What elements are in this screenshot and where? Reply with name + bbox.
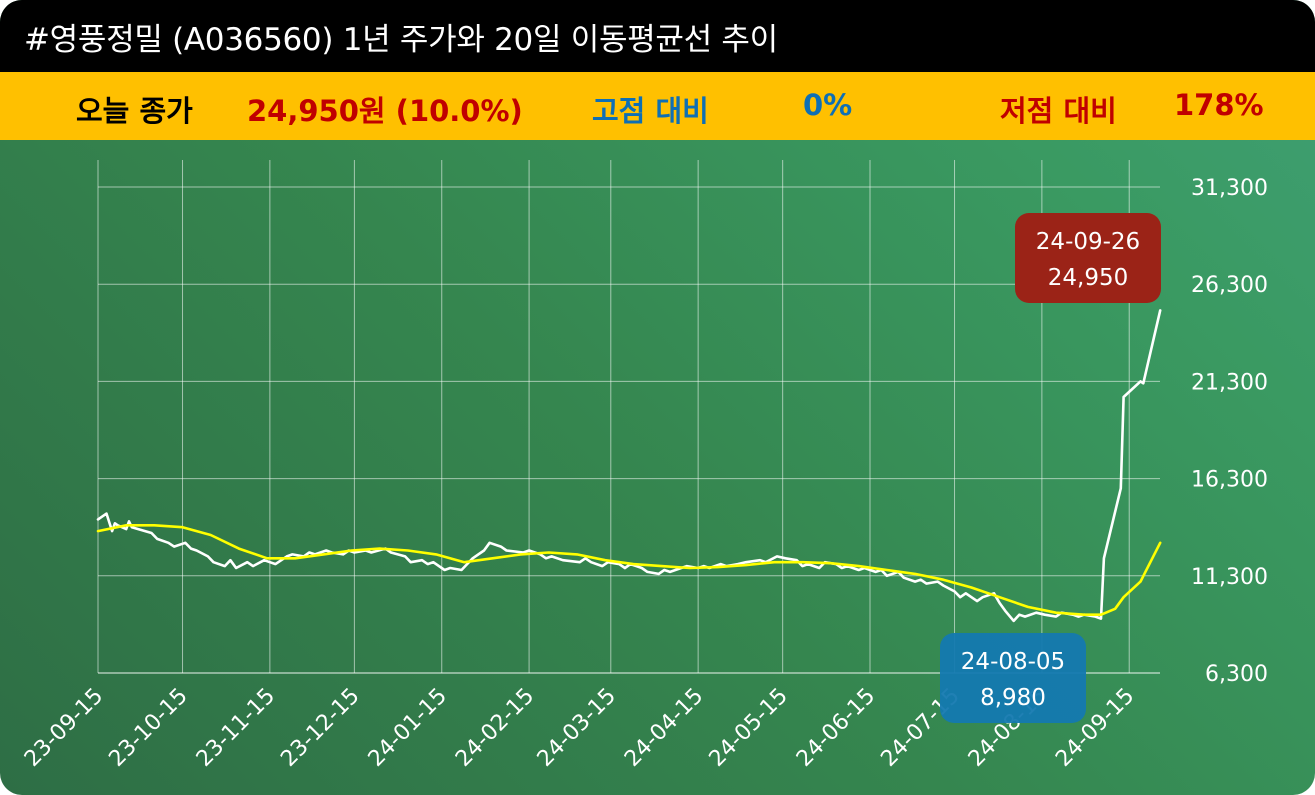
x-tick-label: 23-09-15: [20, 684, 108, 772]
line-chart: 31,300 26,300 21,300 16,300 11,300 6,300 23-0…: [20, 160, 1268, 772]
callout-box: [1015, 213, 1161, 303]
x-tick-label: 23-12-15: [276, 684, 364, 772]
close-price-value: 24,950원 (10.0%): [247, 94, 523, 128]
chart-callouts: 24-09-26 24,950 24-08-05 8,980: [940, 213, 1161, 723]
chart-lines: [96, 309, 1162, 623]
from-low-value: 178%: [1174, 88, 1264, 122]
x-tick-label: 24-03-15: [533, 684, 621, 772]
x-tick-label: 24-02-15: [451, 684, 539, 772]
x-tick-label: 24-05-15: [705, 684, 793, 772]
x-tick-label: 24-06-15: [792, 684, 880, 772]
y-tick-label: 16,300: [1191, 468, 1268, 493]
x-tick-label: 24-04-15: [620, 684, 708, 772]
callout-date: 24-09-26: [1036, 229, 1140, 255]
callout-value: 8,980: [980, 685, 1046, 711]
y-axis-ticks: 31,300 26,300 21,300 16,300 11,300 6,300: [1191, 176, 1268, 687]
from-high-label: 고점 대비: [592, 94, 709, 128]
x-tick-label: 23-10-15: [104, 684, 192, 772]
low-callout: 24-08-05 8,980: [940, 633, 1086, 723]
y-tick-label: 21,300: [1191, 370, 1268, 395]
ma20-line: [96, 524, 1162, 616]
price-line: [96, 309, 1162, 623]
callout-date: 24-08-05: [961, 649, 1065, 675]
y-tick-label: 31,300: [1191, 176, 1268, 201]
info-bar: 오늘 종가 24,950원 (10.0%) 고점 대비 0% 저점 대비 178…: [0, 72, 1315, 140]
x-tick-label: 24-01-15: [364, 684, 452, 772]
callout-box: [940, 633, 1086, 723]
x-tick-label: 23-11-15: [192, 684, 280, 772]
callout-value: 24,950: [1048, 265, 1128, 291]
from-low-label: 저점 대비: [1000, 94, 1117, 128]
from-high-value: 0%: [803, 88, 853, 122]
y-tick-label: 6,300: [1205, 662, 1268, 687]
chart-grid: [97, 160, 1160, 674]
title-bar: #영풍정밀 (A036560) 1년 주가와 20일 이동평균선 추이: [0, 0, 1315, 72]
y-tick-label: 11,300: [1191, 565, 1268, 590]
page-title: #영풍정밀 (A036560) 1년 주가와 20일 이동평균선 추이: [24, 22, 778, 58]
y-tick-label: 26,300: [1191, 273, 1268, 298]
high-callout: 24-09-26 24,950: [1015, 213, 1161, 303]
close-price-label: 오늘 종가: [76, 94, 193, 128]
